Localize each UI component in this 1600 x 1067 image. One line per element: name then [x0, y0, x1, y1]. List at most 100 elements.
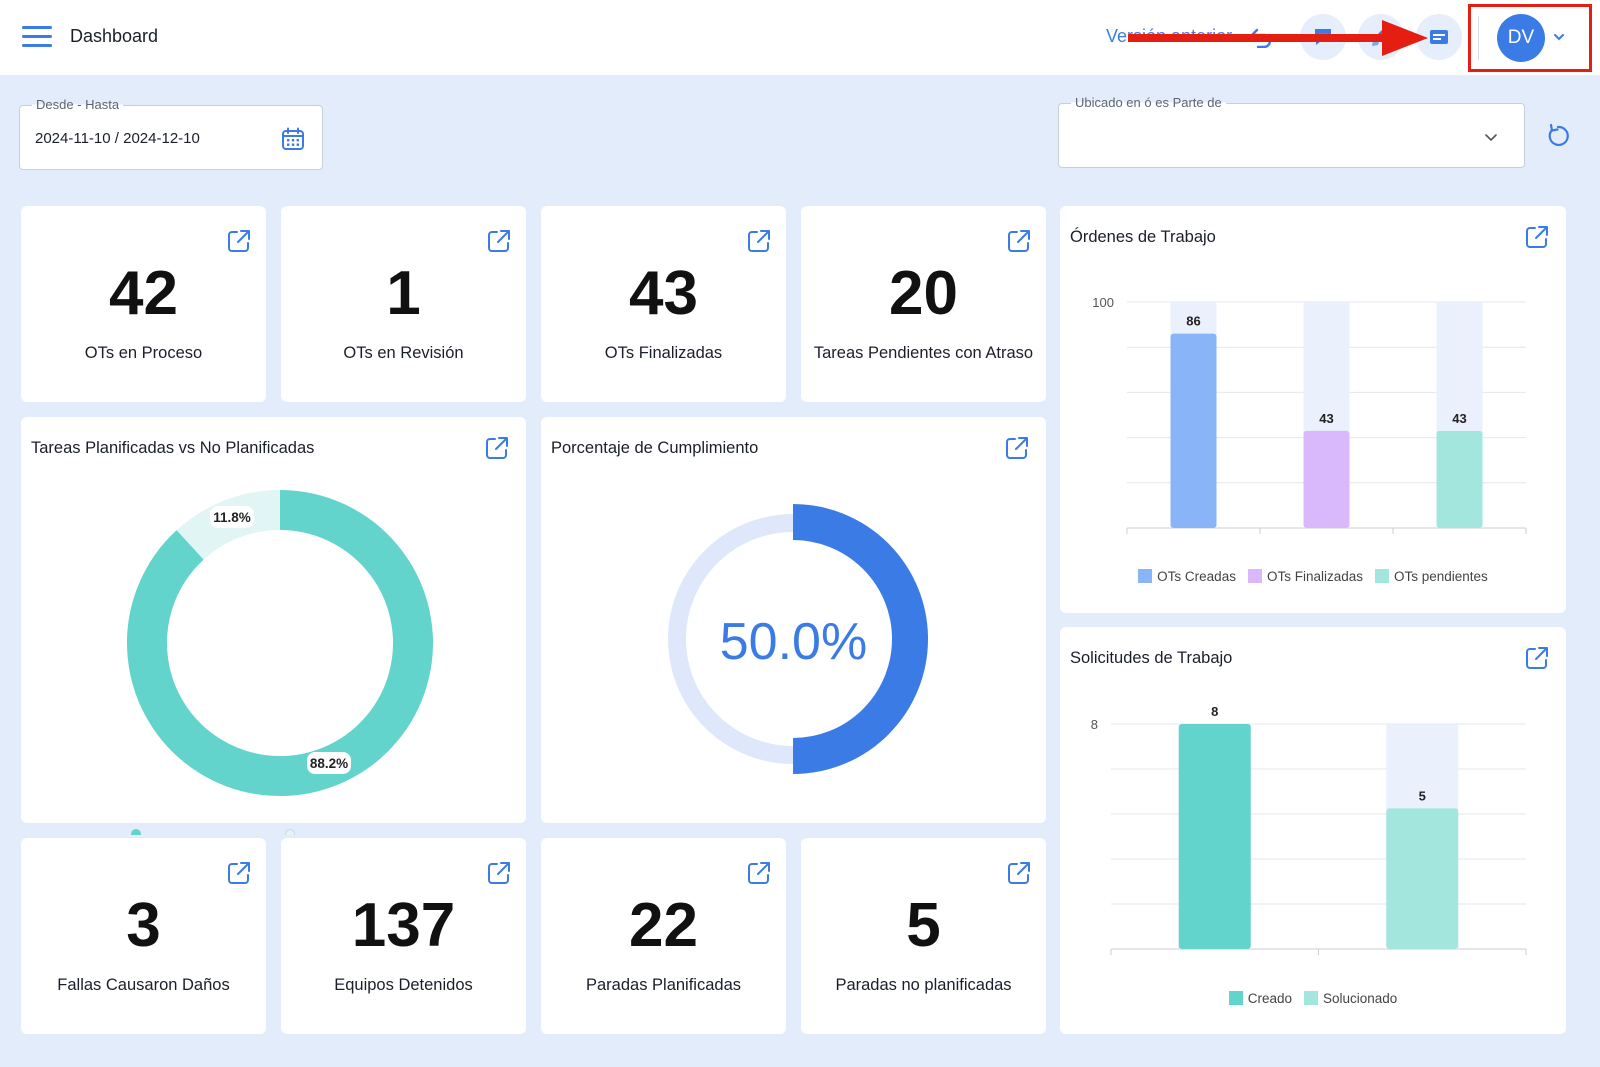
- external-link-icon[interactable]: [1524, 645, 1550, 671]
- external-link-icon[interactable]: [746, 228, 772, 254]
- announcements-button[interactable]: [1416, 14, 1462, 60]
- slice-label-bg: [307, 752, 351, 774]
- previous-version-link[interactable]: Versión anterior: [1106, 26, 1233, 46]
- card-title: Porcentaje de Cumplimiento: [551, 439, 759, 457]
- launch-button[interactable]: [1358, 14, 1404, 60]
- kpi-label: OTs Finalizadas: [604, 344, 723, 362]
- bar[interactable]: [1170, 333, 1217, 528]
- card-icon: [1430, 30, 1448, 44]
- bar[interactable]: [1436, 430, 1483, 528]
- chat-help-button[interactable]: [1300, 14, 1346, 60]
- kpi-value: 22: [629, 891, 698, 960]
- legend-item[interactable]: OTs pendientes: [1375, 569, 1488, 584]
- kpi-label: Fallas Causaron Daños: [57, 976, 230, 994]
- card-title: Solicitudes de Trabajo: [1070, 649, 1233, 667]
- kpi-value: 1: [386, 259, 421, 328]
- y-tick-label: 100: [1092, 295, 1114, 310]
- external-link-icon[interactable]: [1006, 860, 1032, 886]
- legend-item[interactable]: Solucionado: [1303, 991, 1398, 1006]
- external-link-icon[interactable]: [484, 435, 510, 461]
- chevron-down-icon[interactable]: [1553, 32, 1565, 42]
- compliance-gauge: [668, 504, 928, 774]
- kpi-label: Paradas Planificadas: [585, 976, 741, 994]
- planned-tasks-card: Tareas Planificadas vs No Planificadas 8…: [21, 417, 526, 823]
- kpi-value: 3: [126, 891, 161, 960]
- chat-icon: [1315, 29, 1331, 45]
- legend-item[interactable]: Creado: [1228, 991, 1292, 1006]
- legend-label: OTs pendientes: [1394, 569, 1488, 584]
- legend-label: OTs Creadas: [1157, 569, 1236, 584]
- slice-label: 11.8%: [213, 510, 251, 525]
- kpi-card-paradas-planificadas[interactable]: 22 Paradas Planificadas: [541, 838, 786, 1034]
- kpi-value: 42: [109, 259, 178, 328]
- date-range-label: Desde - Hasta: [32, 97, 124, 112]
- external-link-icon[interactable]: [486, 228, 512, 254]
- calendar-icon[interactable]: [280, 126, 306, 152]
- bar-value-label: 86: [1186, 314, 1200, 329]
- kpi-card-fallas[interactable]: 3 Fallas Causaron Daños: [21, 838, 266, 1034]
- y-tick-label: 8: [1091, 717, 1098, 732]
- location-select[interactable]: Ubicado en ó es Parte de: [1058, 95, 1525, 168]
- legend-label: Creado: [1247, 991, 1292, 1006]
- external-link-icon[interactable]: [1004, 435, 1030, 461]
- kpi-card-ots-en-proceso[interactable]: 42 OTs en Proceso: [21, 206, 266, 402]
- compliance-card: Porcentaje de Cumplimiento 50.0%: [541, 417, 1046, 823]
- kpi-value: 5: [906, 891, 941, 960]
- planned-donut-chart: 88.2% 11.8%: [127, 490, 433, 796]
- external-link-icon[interactable]: [226, 228, 252, 254]
- bar[interactable]: [1303, 430, 1350, 528]
- external-link-icon[interactable]: [226, 860, 252, 886]
- legend-label: Solucionado: [1322, 991, 1398, 1006]
- header-divider: [1478, 16, 1479, 60]
- compliance-percentage: 50.0%: [719, 613, 868, 671]
- work-requests-bar-chart: 8 8 5: [1091, 704, 1527, 955]
- user-avatar[interactable]: DV: [1497, 14, 1545, 62]
- bar-value-label: 8: [1211, 704, 1218, 719]
- kpi-label: OTs en Proceso: [84, 344, 203, 362]
- kpi-value: 43: [629, 259, 698, 328]
- kpi-label: OTs en Revisión: [343, 344, 464, 362]
- kpi-card-ots-finalizadas[interactable]: 43 OTs Finalizadas: [541, 206, 786, 402]
- rocket-icon: [1372, 28, 1390, 46]
- kpi-card-equipos-detenidos[interactable]: 137 Equipos Detenidos: [281, 838, 526, 1034]
- work-orders-bar-chart: 100 86 43 43: [1092, 295, 1527, 534]
- bar-value-label: 5: [1419, 788, 1426, 803]
- legend-item[interactable]: OTs Finalizadas: [1247, 569, 1363, 584]
- date-range-value: 2024-11-10 / 2024-12-10: [35, 130, 200, 147]
- external-link-icon[interactable]: [1524, 224, 1550, 250]
- work-requests-card: Solicitudes de Trabajo 8 8 5 Creado Solucio…: [1060, 627, 1566, 1034]
- bar[interactable]: [1386, 808, 1459, 949]
- kpi-label: Tareas Pendientes con Atraso: [813, 344, 1034, 362]
- legend-swatch: [1303, 991, 1318, 1005]
- chevron-down-icon: [1485, 134, 1497, 142]
- external-link-icon[interactable]: [1006, 228, 1032, 254]
- bar-value-label: 43: [1319, 411, 1333, 426]
- bar-value-label: 43: [1452, 411, 1466, 426]
- external-link-icon[interactable]: [486, 860, 512, 886]
- date-range-field[interactable]: Desde - Hasta 2024-11-10 / 2024-12-10: [19, 97, 323, 170]
- card-title: Tareas Planificadas vs No Planificadas: [31, 439, 315, 457]
- card-title: Órdenes de Trabajo: [1070, 228, 1216, 246]
- undo-icon[interactable]: [1250, 26, 1274, 48]
- kpi-label: Equipos Detenidos: [334, 976, 473, 994]
- menu-icon[interactable]: [22, 24, 52, 50]
- slice-label-bg: [210, 506, 254, 528]
- external-link-icon[interactable]: [746, 860, 772, 886]
- work-requests-legend: Creado Solucionado: [1060, 991, 1566, 1006]
- top-bar: Dashboard Versión anterior DV: [0, 0, 1600, 75]
- donut-slice[interactable]: [127, 490, 433, 796]
- legend-label: OTs Finalizadas: [1266, 569, 1363, 584]
- legend-swatch: [1247, 569, 1262, 583]
- legend-swatch: [1375, 569, 1389, 583]
- refresh-icon[interactable]: [1545, 123, 1571, 149]
- legend-item[interactable]: OTs Creadas: [1138, 569, 1236, 584]
- work-orders-legend: OTs Creadas OTs Finalizadas OTs pendientes: [1060, 569, 1566, 584]
- kpi-value: 20: [889, 259, 958, 328]
- planned-legend-clipped: [125, 829, 425, 835]
- kpi-card-tareas-pendientes[interactable]: 20 Tareas Pendientes con Atraso: [801, 206, 1046, 402]
- kpi-card-paradas-no-planificadas[interactable]: 5 Paradas no planificadas: [801, 838, 1046, 1034]
- legend-swatch: [1138, 569, 1153, 583]
- legend-swatch: [1228, 991, 1243, 1005]
- bar[interactable]: [1178, 724, 1251, 949]
- kpi-card-ots-en-revision[interactable]: 1 OTs en Revisión: [281, 206, 526, 402]
